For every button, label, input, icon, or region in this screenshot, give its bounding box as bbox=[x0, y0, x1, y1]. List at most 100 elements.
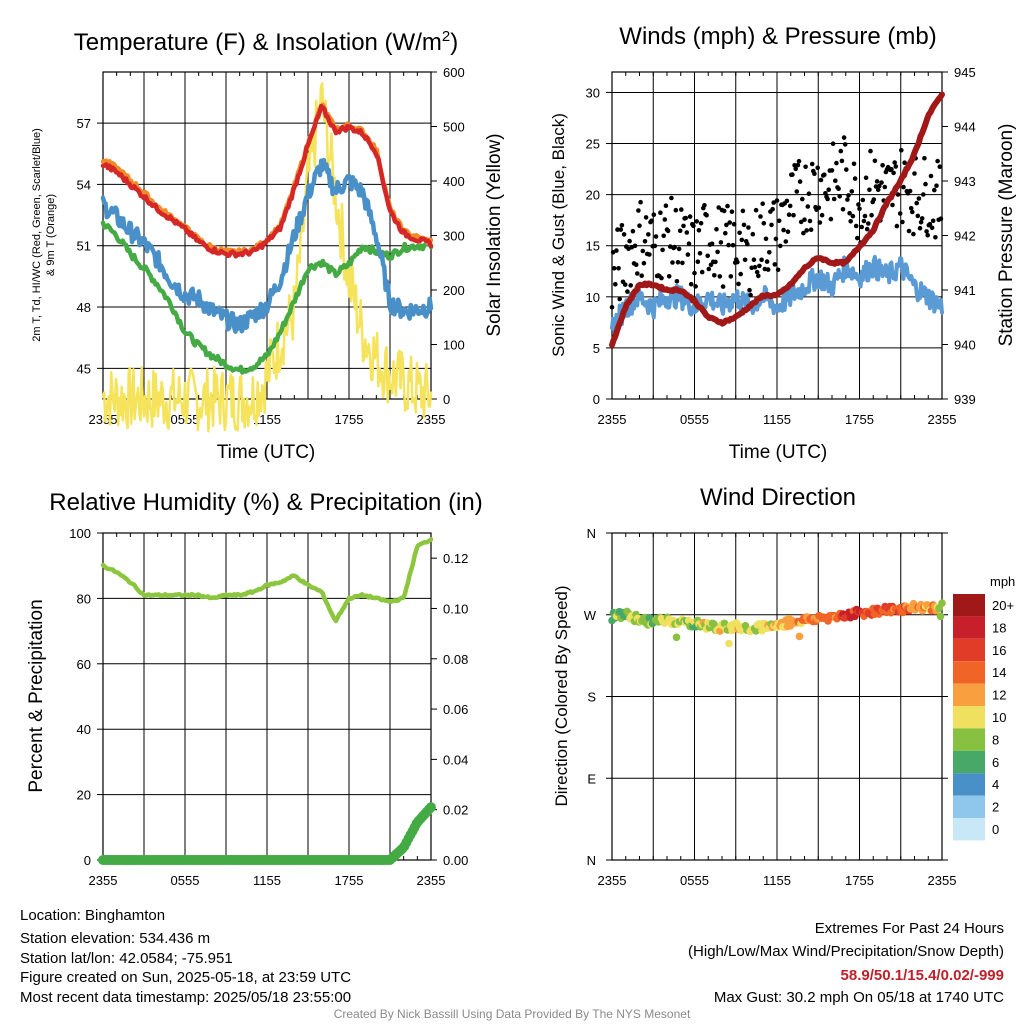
y-tick-label: 25 bbox=[586, 137, 600, 152]
gust-point bbox=[869, 212, 874, 218]
x-tick-label: 2355 bbox=[89, 412, 118, 427]
y2-tick-label: 300 bbox=[443, 229, 465, 244]
gust-point bbox=[908, 206, 914, 211]
wind-direction-title: Wind Direction bbox=[700, 484, 856, 511]
gust-point bbox=[638, 199, 643, 205]
legend-swatch bbox=[953, 818, 985, 841]
gust-point bbox=[874, 179, 880, 184]
gust-point bbox=[825, 196, 830, 202]
legend-label: 8 bbox=[992, 732, 999, 747]
extremes-values: 58.9/50.1/15.4/0.02/-999 bbox=[841, 967, 1004, 984]
gust-point bbox=[812, 171, 817, 176]
gust-point bbox=[822, 172, 827, 177]
gust-point bbox=[628, 283, 633, 288]
gust-point bbox=[669, 195, 674, 201]
gust-point bbox=[919, 216, 925, 221]
x-tick-label: 1155 bbox=[763, 412, 791, 427]
gust-point bbox=[727, 220, 732, 225]
y-tick-label: 54 bbox=[77, 177, 91, 192]
legend-label: 6 bbox=[992, 755, 999, 770]
gust-point bbox=[681, 223, 686, 229]
gust-point bbox=[816, 205, 822, 211]
temperature-ylabel-line2: & 9m T (Orange) bbox=[45, 194, 57, 276]
gust-point bbox=[632, 243, 638, 249]
gust-point bbox=[781, 227, 786, 233]
gust-point bbox=[849, 189, 855, 194]
legend-swatch bbox=[953, 616, 985, 639]
gust-point bbox=[750, 231, 756, 237]
x-tick-label: 2355 bbox=[417, 412, 446, 427]
legend-label: 20+ bbox=[992, 598, 1014, 613]
sonic-wind-line bbox=[610, 254, 944, 335]
gust-point bbox=[740, 208, 746, 214]
gust-point bbox=[676, 246, 682, 252]
gust-point bbox=[916, 196, 922, 201]
y-tick-label: S bbox=[587, 690, 596, 705]
gust-point bbox=[613, 282, 618, 287]
gust-point bbox=[640, 248, 646, 254]
y-tick-label: 5 bbox=[593, 341, 600, 356]
gust-point bbox=[859, 224, 864, 230]
gust-point bbox=[741, 222, 747, 228]
gust-point bbox=[862, 213, 868, 219]
direction-point bbox=[716, 627, 724, 635]
gust-point bbox=[805, 204, 811, 209]
gust-point bbox=[691, 223, 696, 229]
y2-tick-label: 0.04 bbox=[443, 752, 468, 767]
gust-point bbox=[778, 243, 783, 249]
y-tick-label: N bbox=[587, 853, 596, 868]
gust-point bbox=[803, 164, 808, 170]
gust-point bbox=[837, 194, 842, 199]
footer: Location: Binghamton Station elevation: … bbox=[20, 907, 1004, 1021]
gust-point bbox=[627, 238, 632, 244]
gust-point bbox=[847, 210, 852, 216]
gust-point bbox=[747, 287, 752, 293]
legend-swatch bbox=[953, 706, 985, 729]
legend-swatch bbox=[953, 594, 985, 617]
legend-label: 10 bbox=[992, 710, 1006, 725]
gust-point bbox=[621, 232, 627, 237]
gust-point bbox=[723, 230, 728, 236]
gust-point bbox=[893, 164, 899, 169]
y2-tick-label: 200 bbox=[443, 283, 465, 298]
gust-point bbox=[609, 305, 615, 310]
gust-point bbox=[861, 218, 867, 224]
gust-point bbox=[819, 212, 825, 218]
credit-text: Created By Nick Bassill Using Data Provi… bbox=[334, 1007, 691, 1021]
gust-point bbox=[877, 183, 882, 189]
gust-point bbox=[791, 212, 796, 218]
gust-point bbox=[726, 242, 731, 248]
y-tick-label: 0 bbox=[84, 853, 91, 868]
gust-point bbox=[793, 166, 798, 172]
x-tick-label: 2355 bbox=[598, 873, 627, 888]
gust-point bbox=[651, 212, 657, 217]
y2-tick-label: 0.00 bbox=[443, 853, 468, 868]
legend-label: 2 bbox=[992, 800, 999, 815]
gust-point bbox=[767, 250, 772, 255]
gust-point bbox=[872, 158, 878, 164]
gust-point bbox=[763, 236, 769, 242]
legend-label: 4 bbox=[992, 777, 999, 792]
gust-point bbox=[661, 233, 666, 239]
x-tick-label: 1155 bbox=[253, 873, 281, 888]
gust-point bbox=[857, 206, 862, 212]
gust-point bbox=[748, 292, 753, 298]
gust-point bbox=[684, 230, 690, 235]
y-tick-label: 100 bbox=[69, 526, 91, 541]
gust-point bbox=[937, 164, 943, 169]
gust-point bbox=[829, 168, 835, 173]
gust-point bbox=[636, 208, 641, 213]
gust-point bbox=[698, 220, 704, 226]
gust-point bbox=[680, 260, 685, 266]
y-tick-label: 45 bbox=[77, 361, 91, 376]
legend-label: 0 bbox=[992, 822, 999, 837]
gust-point bbox=[696, 228, 702, 233]
gust-point bbox=[855, 235, 860, 241]
gust-point bbox=[615, 227, 620, 232]
gust-point bbox=[785, 229, 791, 234]
gust-point bbox=[806, 191, 812, 196]
winds-xlabel: Time (UTC) bbox=[729, 442, 828, 463]
humidity-panel: Relative Humidity (%) & Precipitation (i… bbox=[26, 489, 483, 888]
gust-point bbox=[751, 257, 757, 263]
gust-point bbox=[686, 241, 692, 246]
